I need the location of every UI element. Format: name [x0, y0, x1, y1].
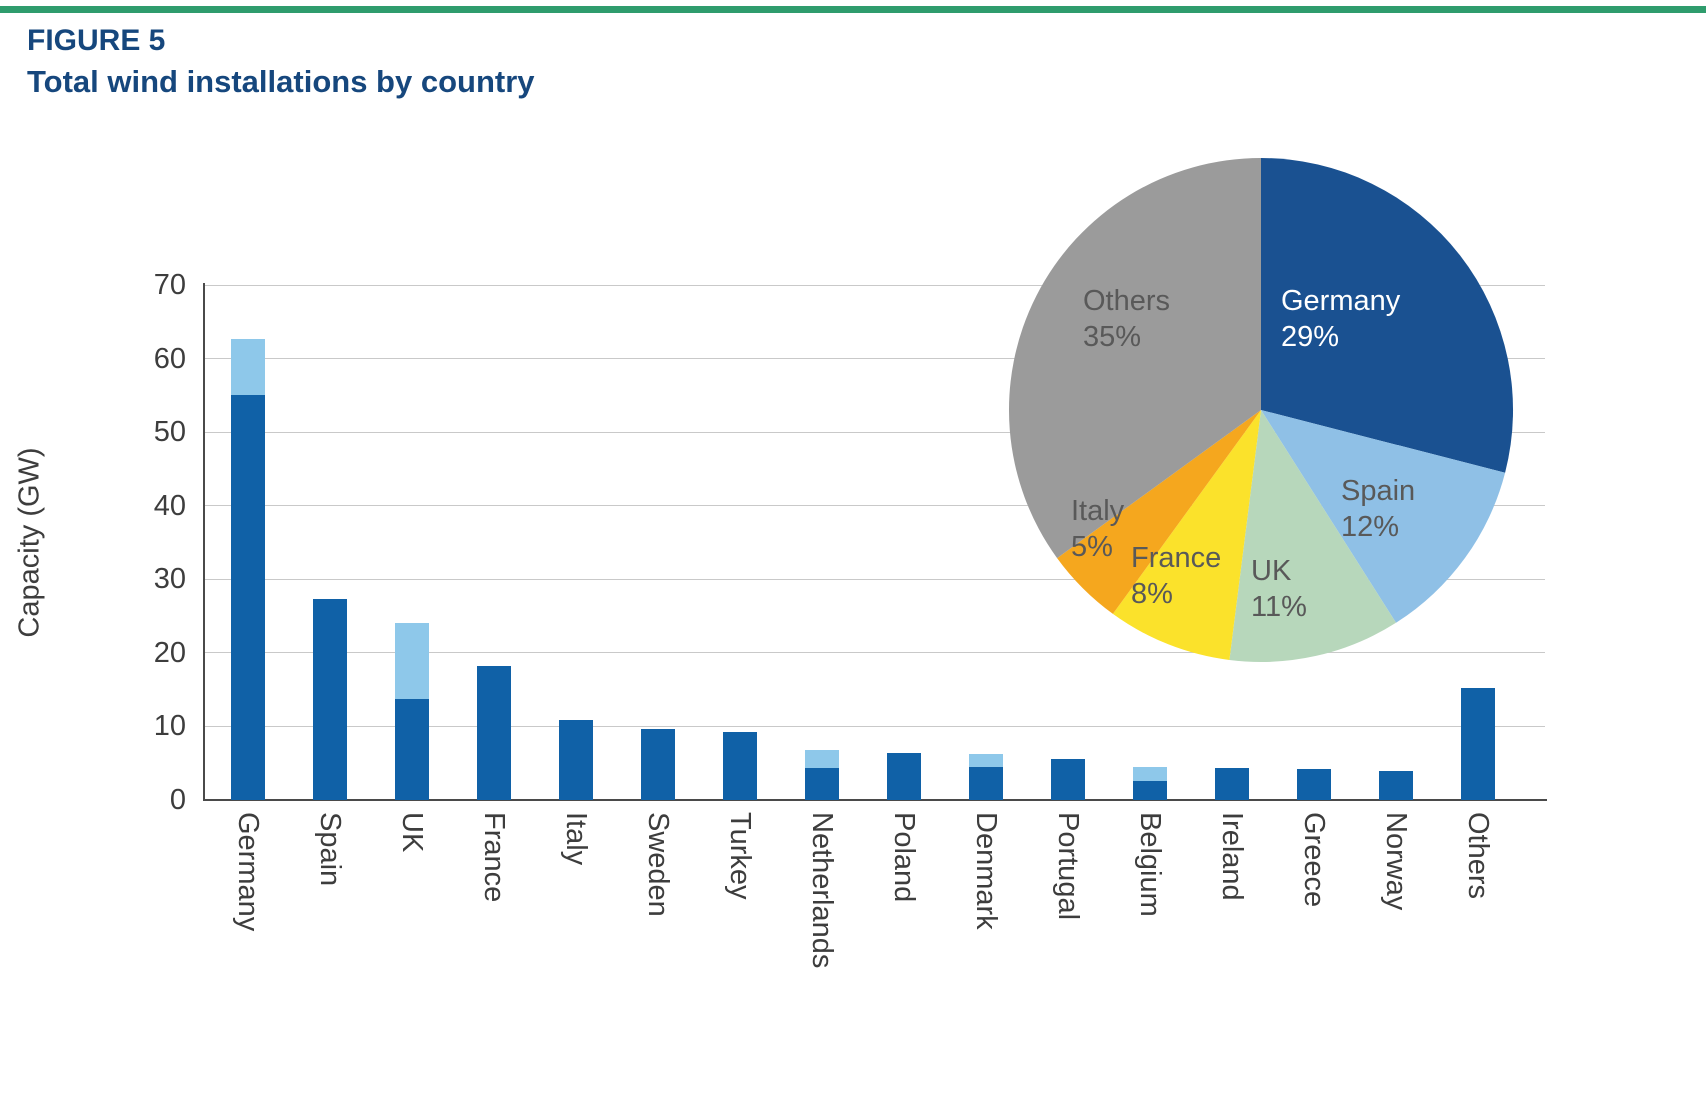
- y-tick-label-30: 30: [153, 563, 186, 596]
- pie-slice-spain: [1261, 410, 1506, 623]
- x-label-turkey: Turkey: [724, 812, 756, 900]
- x-label-portugal: Portugal: [1052, 812, 1084, 921]
- gridline-20: [205, 652, 1545, 654]
- y-tick-label-20: 20: [153, 636, 186, 669]
- x-label-belgium: Belgium: [1134, 812, 1166, 917]
- bar-dark-denmark: [969, 766, 1003, 800]
- x-label-ireland: Ireland: [1216, 812, 1248, 901]
- x-axis-line: [203, 799, 1547, 801]
- x-label-france: France: [478, 812, 510, 903]
- bar-dark-france: [477, 666, 511, 800]
- pie-chart: Germany 29% Spain 12% UK 11% France 8% Italy 5% Ot…: [1008, 158, 1514, 662]
- gridline-70: [205, 284, 1545, 286]
- pie-slice-others: [1008, 158, 1261, 559]
- bar-dark-norway: [1379, 770, 1413, 800]
- y-tick-label-0: 0: [169, 784, 186, 816]
- bar-dark-ireland: [1215, 768, 1249, 800]
- figure-title: Total wind installations by country: [27, 64, 535, 99]
- pie-label-uk-pct: 11%: [1251, 591, 1307, 623]
- pie-slice-germany: [1261, 158, 1514, 473]
- pie-label-uk-name: UK: [1251, 555, 1292, 587]
- y-tick-label-40: 40: [153, 489, 186, 522]
- bar-light-belgium: [1133, 766, 1167, 781]
- bar-dark-poland: [887, 752, 921, 800]
- y-tick-label-50: 50: [153, 416, 186, 449]
- x-label-others: Others: [1462, 812, 1494, 900]
- figure-number: FIGURE 5: [27, 24, 166, 57]
- gridline-60: [205, 358, 1545, 360]
- bar-light-uk: [395, 622, 429, 700]
- pie-label-france-pct: 8%: [1131, 578, 1173, 610]
- pie-label-spain-name: Spain: [1341, 475, 1415, 507]
- x-label-denmark: Denmark: [970, 812, 1002, 930]
- y-tick-label-70: 70: [153, 269, 186, 301]
- pie-label-italy-pct: 5%: [1071, 531, 1113, 563]
- gridline-30: [205, 578, 1545, 580]
- y-axis-line: [203, 283, 205, 801]
- pie-slice-france: [1112, 410, 1261, 660]
- pie-label-germany-name: Germany: [1281, 285, 1401, 317]
- x-label-sweden: Sweden: [642, 812, 674, 917]
- bar-light-netherlands: [805, 749, 839, 769]
- bar-dark-turkey: [723, 732, 757, 800]
- bar-dark-germany: [231, 395, 265, 800]
- y-tick-label-60: 60: [153, 342, 186, 375]
- bar-light-denmark: [969, 754, 1003, 767]
- y-tick-label-10: 10: [153, 710, 186, 743]
- y-axis-title: Capacity (GW): [13, 447, 46, 638]
- pie-label-others-pct: 35%: [1083, 321, 1141, 353]
- bar-dark-sweden: [641, 729, 675, 800]
- pie-slice-uk: [1229, 410, 1396, 662]
- bar-dark-portugal: [1051, 758, 1085, 800]
- x-label-poland: Poland: [888, 812, 920, 903]
- x-label-italy: Italy: [560, 812, 592, 866]
- pie-label-italy-name: Italy: [1071, 495, 1125, 527]
- top-accent-rule: [0, 6, 1706, 13]
- bar-dark-greece: [1297, 769, 1331, 800]
- gridline-40: [205, 505, 1545, 507]
- bar-dark-belgium: [1133, 780, 1167, 800]
- bar-dark-italy: [559, 719, 593, 800]
- x-label-uk: UK: [396, 812, 428, 853]
- bar-dark-others: [1461, 688, 1495, 800]
- pie-label-others-name: Others: [1083, 285, 1170, 317]
- pie-label-spain-pct: 12%: [1341, 511, 1399, 543]
- gridline-10: [205, 725, 1545, 727]
- x-label-norway: Norway: [1380, 812, 1412, 911]
- pie-label-france-name: France: [1131, 542, 1221, 574]
- bar-dark-netherlands: [805, 768, 839, 800]
- x-label-spain: Spain: [314, 812, 346, 887]
- bar-light-germany: [231, 338, 265, 396]
- x-label-greece: Greece: [1298, 812, 1330, 908]
- gridline-50: [205, 431, 1545, 433]
- pie-slice-italy: [1057, 410, 1261, 614]
- x-label-netherlands: Netherlands: [806, 812, 838, 969]
- y-axis-title-wrap: Capacity (GW): [6, 285, 54, 800]
- pie-label-germany-pct: 29%: [1281, 321, 1339, 353]
- bar-dark-uk: [395, 699, 429, 800]
- x-label-germany: Germany: [232, 812, 264, 932]
- bar-dark-spain: [313, 599, 347, 800]
